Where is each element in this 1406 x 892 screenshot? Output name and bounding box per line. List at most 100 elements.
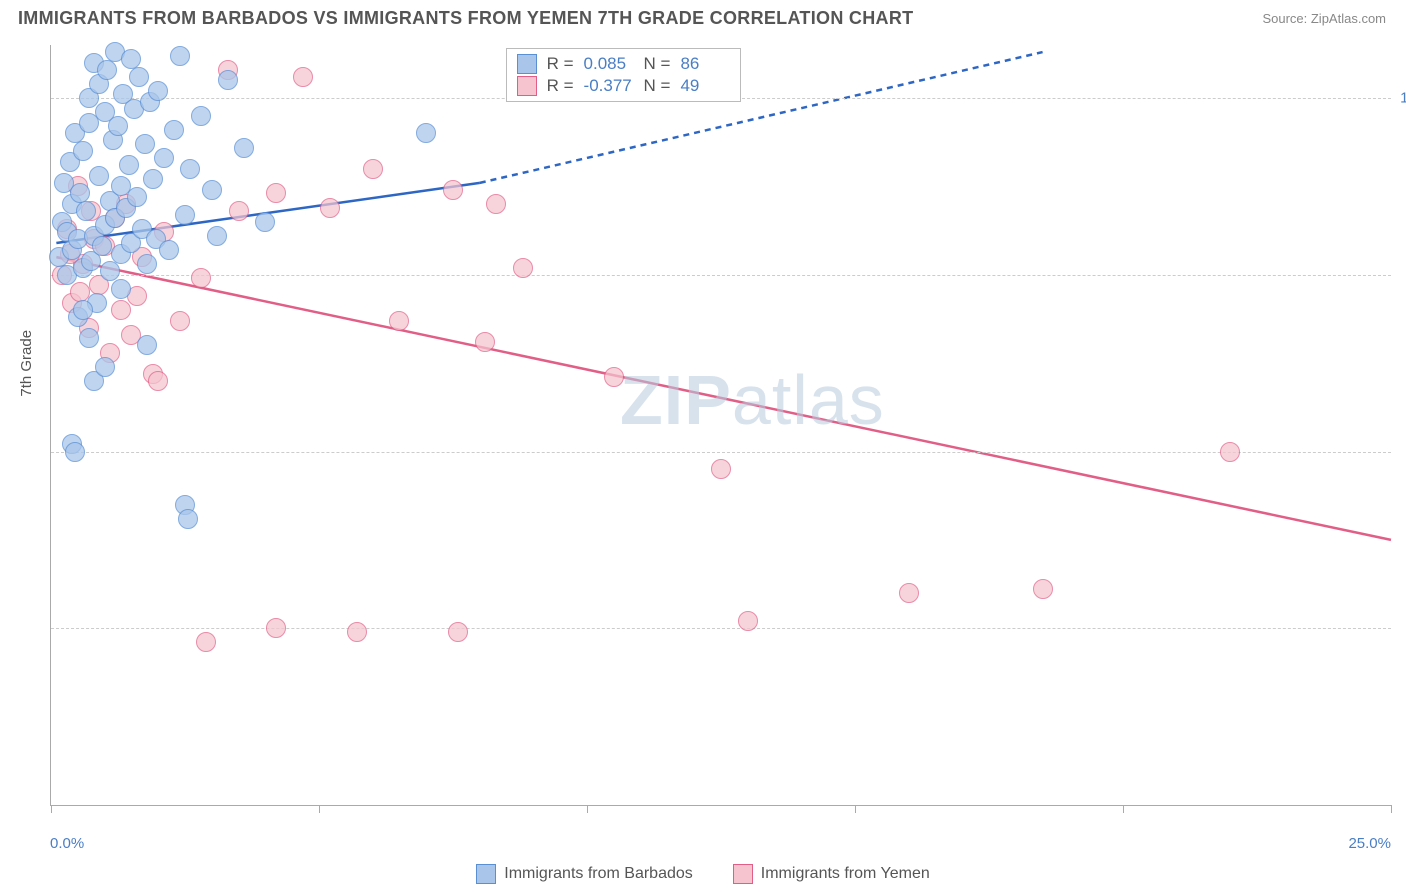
y-tick-label: 85.0% [1396,620,1406,637]
x-tick [855,805,856,813]
plot-area: 100.0%95.0%90.0%85.0% [50,45,1391,806]
scatter-point-yemen [111,300,131,320]
stats-n-value: 86 [680,54,730,74]
chart-title: IMMIGRANTS FROM BARBADOS VS IMMIGRANTS F… [18,8,913,29]
scatter-point-barbados [218,70,238,90]
scatter-point-barbados [416,123,436,143]
scatter-point-barbados [92,236,112,256]
scatter-point-yemen [148,371,168,391]
x-tick [1391,805,1392,813]
scatter-point-yemen [266,183,286,203]
scatter-point-barbados [65,442,85,462]
scatter-point-barbados [73,141,93,161]
scatter-point-yemen [711,459,731,479]
x-tick [51,805,52,813]
scatter-point-yemen [486,194,506,214]
scatter-point-barbados [127,187,147,207]
scatter-point-barbados [180,159,200,179]
x-start-label: 0.0% [50,835,84,852]
scatter-point-barbados [154,148,174,168]
scatter-point-yemen [899,583,919,603]
scatter-point-barbados [100,261,120,281]
x-tick [587,805,588,813]
scatter-point-yemen [266,618,286,638]
scatter-point-barbados [178,509,198,529]
scatter-point-barbados [137,335,157,355]
x-tick [319,805,320,813]
scatter-point-yemen [1220,442,1240,462]
scatter-point-barbados [148,81,168,101]
regression-line [56,257,1391,540]
stats-swatch [517,54,537,74]
scatter-point-barbados [111,279,131,299]
scatter-point-barbados [207,226,227,246]
scatter-point-barbados [234,138,254,158]
scatter-point-barbados [255,212,275,232]
scatter-point-yemen [604,367,624,387]
scatter-point-yemen [443,180,463,200]
scatter-point-barbados [95,357,115,377]
legend-item-yemen: Immigrants from Yemen [733,864,930,884]
scatter-point-barbados [175,205,195,225]
regression-lines [51,45,1391,805]
scatter-point-barbados [170,46,190,66]
gridline [51,452,1391,453]
scatter-point-barbados [143,169,163,189]
legend-item-barbados: Immigrants from Barbados [476,864,693,884]
stats-row: R = 0.085 N = 86 [517,53,731,75]
x-tick [1123,805,1124,813]
scatter-point-barbados [97,60,117,80]
scatter-point-barbados [73,300,93,320]
scatter-point-barbados [202,180,222,200]
x-end-label: 25.0% [1348,835,1391,852]
stats-n-label: N = [644,76,671,96]
gridline [51,628,1391,629]
legend-label-barbados: Immigrants from Barbados [504,865,693,883]
y-tick-label: 100.0% [1396,90,1406,107]
stats-swatch [517,76,537,96]
scatter-point-barbados [191,106,211,126]
scatter-point-barbados [119,155,139,175]
scatter-point-barbados [137,254,157,274]
scatter-point-yemen [738,611,758,631]
scatter-point-yemen [1033,579,1053,599]
scatter-point-yemen [513,258,533,278]
scatter-point-barbados [89,166,109,186]
gridline [51,275,1391,276]
scatter-point-yemen [475,332,495,352]
scatter-point-barbados [108,116,128,136]
chart-header: IMMIGRANTS FROM BARBADOS VS IMMIGRANTS F… [0,0,1406,33]
scatter-point-yemen [196,632,216,652]
stats-n-value: 49 [680,76,730,96]
stats-r-value: -0.377 [584,76,634,96]
scatter-point-yemen [229,201,249,221]
swatch-yemen [733,864,753,884]
legend-label-yemen: Immigrants from Yemen [761,865,930,883]
y-tick-label: 90.0% [1396,443,1406,460]
scatter-point-barbados [135,134,155,154]
y-axis-label: 7th Grade [18,330,35,397]
scatter-point-yemen [191,268,211,288]
scatter-point-yemen [389,311,409,331]
scatter-point-yemen [320,198,340,218]
stats-r-value: 0.085 [584,54,634,74]
scatter-point-yemen [448,622,468,642]
scatter-point-yemen [293,67,313,87]
scatter-point-barbados [79,328,99,348]
source-label: Source: ZipAtlas.com [1262,11,1386,26]
stats-r-label: R = [547,54,574,74]
scatter-point-barbados [76,201,96,221]
y-tick-label: 95.0% [1396,266,1406,283]
scatter-point-barbados [164,120,184,140]
stats-n-label: N = [644,54,671,74]
stats-box: R = 0.085 N = 86 R = -0.377 N = 49 [506,48,742,102]
stats-r-label: R = [547,76,574,96]
scatter-point-yemen [170,311,190,331]
scatter-point-yemen [347,622,367,642]
stats-row: R = -0.377 N = 49 [517,75,731,97]
scatter-point-barbados [159,240,179,260]
swatch-barbados [476,864,496,884]
legend: Immigrants from Barbados Immigrants from… [0,864,1406,884]
scatter-point-yemen [363,159,383,179]
scatter-point-barbados [129,67,149,87]
